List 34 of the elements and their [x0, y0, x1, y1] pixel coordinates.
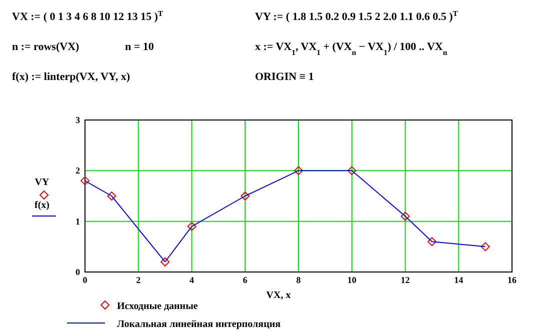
text: f(x) := linterp(VX, VY, x): [12, 71, 130, 83]
y-tick-label: 0: [76, 267, 80, 277]
text: ORIGIN ≡ 1: [255, 71, 314, 83]
x-tick-label: 16: [508, 275, 517, 285]
text: VY f(x): [34, 177, 50, 211]
x-axis-title: VX, x: [266, 290, 291, 301]
text: x := VX$_{1}$, VX$_{1}$ + (VX$_{n}$ − VX$_{1}$) / 100 .. VX$_{n}$: [255, 41, 448, 56]
x-tick-label: 8: [296, 275, 302, 285]
text: n := rows(VX): [12, 41, 80, 53]
legend-label: Локальная линейная интерполяция: [117, 319, 282, 330]
point: [480, 242, 490, 252]
x-tick-label: 4: [190, 275, 194, 285]
point: [347, 166, 356, 176]
point: [400, 212, 410, 221]
point: [294, 166, 303, 176]
x-tick-label: 6: [242, 275, 248, 285]
point: [107, 192, 116, 200]
x-tick-label: 2: [136, 275, 142, 285]
legend-label: Исходные данные: [117, 301, 198, 312]
x-tick-label: 12: [400, 275, 410, 285]
y-tick-label: 3: [76, 115, 80, 125]
text: n = 10: [125, 41, 154, 53]
text: VX := ( 0 1 3 4 6 8 10 12 13 15 )$^{T}$: [12, 8, 164, 23]
point: [427, 237, 436, 246]
point: [187, 222, 196, 231]
y-tick-label: 2: [76, 166, 80, 176]
x-tick-label: 0: [82, 275, 88, 285]
point: [80, 176, 90, 186]
x-tick-label: 10: [347, 275, 357, 285]
point: [160, 257, 170, 266]
point: [240, 192, 250, 200]
x-tick-label: 14: [454, 275, 464, 285]
text: VY := ( 1.8 1.5 0.2 0.9 1.5 2 2.0 1.1 0.6 0.5 )$^{T}$: [255, 8, 459, 23]
y-tick-label: 1: [76, 216, 80, 226]
